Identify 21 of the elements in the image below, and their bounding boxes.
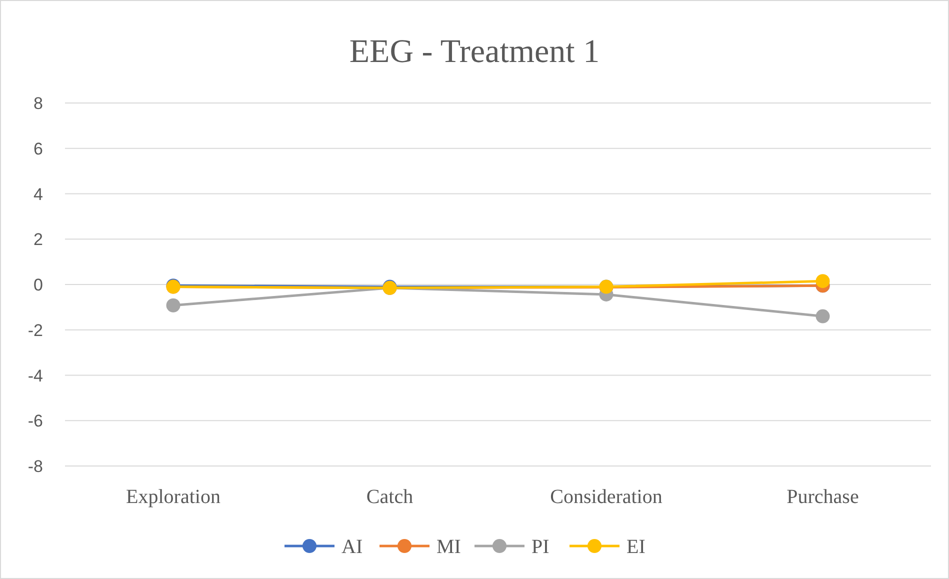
y-tick-label: -8 [28,457,43,476]
x-tick-label: Purchase [786,486,859,508]
y-tick-label: -6 [28,412,43,431]
legend-label: EI [626,536,646,558]
legend-label: PI [532,536,550,558]
chart-title: EEG - Treatment 1 [349,34,600,70]
point [166,298,180,312]
y-tick-label: 0 [34,276,43,294]
y-tick-label: 8 [34,94,43,113]
y-tick-label: 4 [34,184,43,204]
x-tick-label: Consideration [550,486,662,508]
point [816,309,830,324]
y-tick-label: -2 [28,320,43,340]
y-tick-label: -4 [28,366,43,386]
legend-label: AI [342,536,363,558]
x-tick-label: Catch [366,486,414,508]
x-tick-label: Exploration [126,486,220,508]
point [816,274,830,288]
y-tick-label: 2 [34,230,43,250]
y-tick-label: 6 [34,139,43,158]
legend-label: MI [436,536,461,558]
